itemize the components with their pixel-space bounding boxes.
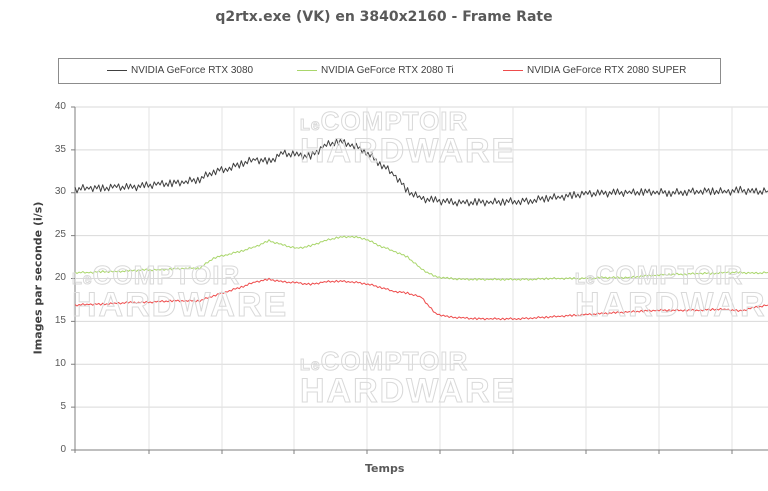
y-tick-label: 15 — [54, 315, 66, 326]
y-tick-label: 25 — [54, 229, 66, 240]
legend-item-rtx2080super: NVIDIA GeForce RTX 2080 SUPER — [503, 65, 686, 76]
watermark-logo: LeCOMPTOIR HARDWARE — [299, 346, 517, 410]
legend-swatch-icon — [503, 70, 523, 71]
y-tick-label: 35 — [54, 144, 66, 155]
axes-lines — [71, 106, 768, 454]
legend-item-rtx2080ti: NVIDIA GeForce RTX 2080 Ti — [297, 65, 454, 76]
gridlines — [75, 106, 768, 450]
legend-swatch-icon — [107, 70, 127, 71]
watermark-logo: LeCOMPTOIR HARDWARE — [299, 106, 517, 170]
legend-item-rtx3080: NVIDIA GeForce RTX 3080 — [107, 65, 253, 76]
x-axis-label: Temps — [365, 462, 405, 475]
y-tick-label: 0 — [60, 444, 66, 455]
watermark-logo: LeCOMPTOIR HARDWARE — [574, 260, 768, 324]
series-line — [74, 277, 768, 321]
legend-label: NVIDIA GeForce RTX 2080 Ti — [321, 65, 454, 76]
watermark-logo: LeCOMPTOIR HARDWARE — [71, 260, 289, 324]
chart-title: q2rtx.exe (VK) en 3840x2160 - Frame Rate — [215, 9, 553, 25]
y-tick-label: 30 — [54, 186, 66, 197]
series-line — [74, 138, 768, 207]
legend-swatch-icon — [297, 70, 317, 71]
legend-label: NVIDIA GeForce RTX 3080 — [131, 65, 254, 76]
y-tick-label: 5 — [60, 401, 66, 412]
data-series — [74, 138, 768, 321]
chart-legend: NVIDIA GeForce RTX 3080 NVIDIA GeForce R… — [58, 58, 721, 84]
y-tick-label: 40 — [54, 101, 66, 112]
series-line — [74, 235, 768, 281]
y-tick-label: 10 — [54, 358, 66, 369]
y-tick-label: 20 — [54, 272, 66, 283]
legend-label: NVIDIA GeForce RTX 2080 SUPER — [527, 65, 687, 76]
